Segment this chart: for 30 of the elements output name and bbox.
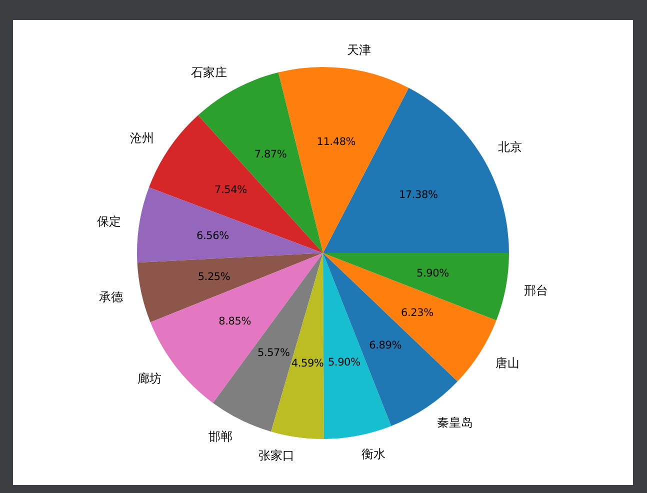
slice-label: 衡水 [362,446,386,461]
data-label: 6.56% [196,230,230,242]
slice-label: 张家口 [258,448,295,463]
data-label: 11.48% [316,136,356,148]
data-label: 5.57% [257,347,290,360]
data-label: 17.38% [398,189,438,202]
pie-slice [323,253,496,382]
data-label: 5.25% [198,271,230,283]
slice-label: 天津 [347,42,372,57]
slice-label: 石家庄 [190,65,227,80]
data-label: 4.59% [291,358,324,370]
data-label: 8.85% [218,315,252,328]
data-label: 6.23% [400,306,434,319]
data-label: 5.90% [416,268,450,280]
pie-slice [150,253,323,403]
slice-label: 承德 [99,290,124,304]
slice-label: 邢台 [524,284,548,298]
slice-label: 保定 [96,214,121,229]
slice-label: 秦皇岛 [437,416,474,430]
slice-label: 邯郸 [208,430,233,444]
data-label: 5.90% [328,356,361,369]
data-label: 6.89% [369,340,402,352]
data-label: 7.54% [214,184,248,196]
slice-label: 沧州 [130,130,154,145]
pie-slice [137,187,323,263]
pie-slice [323,253,509,320]
slice-label: 北京 [498,140,522,154]
slice-label: 唐山 [496,356,520,370]
data-label: 7.87% [254,148,287,161]
slice-label: 廊坊 [137,371,162,386]
